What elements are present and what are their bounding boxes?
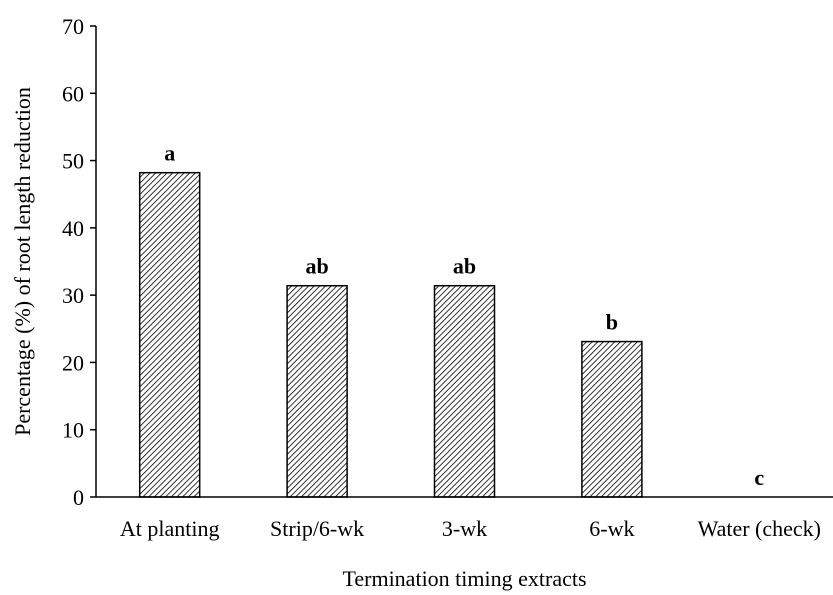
- bar: [433, 284, 496, 498]
- y-tick-label: 20: [62, 350, 84, 375]
- y-tick-label: 10: [62, 418, 84, 443]
- y-tick-label: 30: [62, 283, 84, 308]
- significance-letter: b: [606, 310, 618, 335]
- bar: [138, 171, 201, 498]
- significance-labels: a ab ab b c: [164, 141, 764, 490]
- bar: [286, 284, 348, 498]
- y-tick-label: 50: [62, 149, 84, 174]
- x-axis-title: Termination timing extracts: [342, 566, 586, 591]
- significance-letter: ab: [305, 254, 328, 279]
- x-category-label: 6-wk: [589, 516, 634, 541]
- x-category-label: 3-wk: [442, 516, 487, 541]
- y-tick-label: 70: [62, 14, 84, 39]
- bars: [138, 171, 643, 498]
- y-axis-ticks: 0 10 20 30 40 50 60 70: [62, 14, 96, 510]
- x-category-label: Strip/6-wk: [270, 516, 364, 541]
- y-tick-label: 60: [62, 81, 84, 106]
- x-axis-category-labels: At planting Strip/6-wk 3-wk 6-wk Water (chec…: [120, 516, 821, 541]
- y-axis-title: Percentage (%) of root length reduction: [10, 87, 35, 436]
- y-tick-label: 0: [73, 485, 84, 510]
- y-tick-label: 40: [62, 216, 84, 241]
- x-category-label: At planting: [120, 516, 220, 541]
- significance-letter: ab: [453, 254, 476, 279]
- significance-letter: a: [164, 141, 175, 166]
- significance-letter: c: [754, 465, 764, 490]
- x-category-label: Water (check): [698, 516, 821, 541]
- bar: [581, 340, 643, 498]
